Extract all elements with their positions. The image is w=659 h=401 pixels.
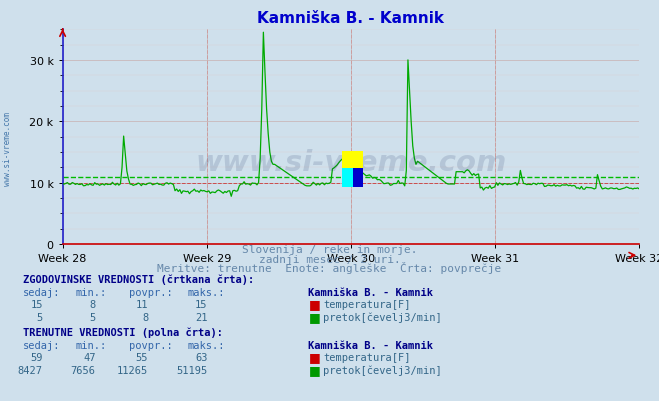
Text: 21: 21 [195,312,208,322]
Text: Slovenija / reke in morje.: Slovenija / reke in morje. [242,245,417,255]
Text: ■: ■ [308,310,320,323]
Text: maks.:: maks.: [188,287,225,297]
Title: Kamniška B. - Kamnik: Kamniška B. - Kamnik [258,11,444,26]
Text: 63: 63 [195,352,208,363]
Text: maks.:: maks.: [188,340,225,350]
Text: 8: 8 [142,312,148,322]
Text: ZGODOVINSKE VREDNOSTI (črtkana črta):: ZGODOVINSKE VREDNOSTI (črtkana črta): [23,273,254,284]
Text: 51195: 51195 [177,365,208,375]
Text: pretok[čevelj3/min]: pretok[čevelj3/min] [323,312,442,322]
Text: 11265: 11265 [117,365,148,375]
Bar [353,169,363,188]
Text: 15: 15 [195,300,208,310]
Text: zadnji mesec / 2 uri.: zadnji mesec / 2 uri. [258,254,401,264]
Text: 59: 59 [30,352,43,363]
Text: ■: ■ [308,350,320,363]
Text: povpr.:: povpr.: [129,340,172,350]
Text: 7656: 7656 [71,365,96,375]
Text: sedaj:: sedaj: [23,287,61,297]
Text: 55: 55 [136,352,148,363]
Bar [342,169,353,188]
Text: Kamniška B. - Kamnik: Kamniška B. - Kamnik [308,340,434,350]
Text: Meritve: trenutne  Enote: angleške  Črta: povprečje: Meritve: trenutne Enote: angleške Črta: … [158,261,501,273]
Text: min.:: min.: [76,287,107,297]
Text: povpr.:: povpr.: [129,287,172,297]
Text: TRENUTNE VREDNOSTI (polna črta):: TRENUTNE VREDNOSTI (polna črta): [23,326,223,337]
Text: 11: 11 [136,300,148,310]
Text: 15: 15 [30,300,43,310]
Text: Kamniška B. - Kamnik: Kamniška B. - Kamnik [308,287,434,297]
Text: 47: 47 [83,352,96,363]
Text: temperatura[F]: temperatura[F] [323,352,411,363]
Text: ■: ■ [308,298,320,310]
Text: 5: 5 [37,312,43,322]
Text: pretok[čevelj3/min]: pretok[čevelj3/min] [323,365,442,375]
Text: ■: ■ [308,363,320,376]
Text: www.si-vreme.com: www.si-vreme.com [195,149,507,177]
Text: sedaj:: sedaj: [23,340,61,350]
Text: 8: 8 [90,300,96,310]
Text: 8427: 8427 [18,365,43,375]
Text: min.:: min.: [76,340,107,350]
Text: 5: 5 [90,312,96,322]
Text: temperatura[F]: temperatura[F] [323,300,411,310]
Bar [342,152,363,188]
Text: www.si-vreme.com: www.si-vreme.com [3,111,13,185]
